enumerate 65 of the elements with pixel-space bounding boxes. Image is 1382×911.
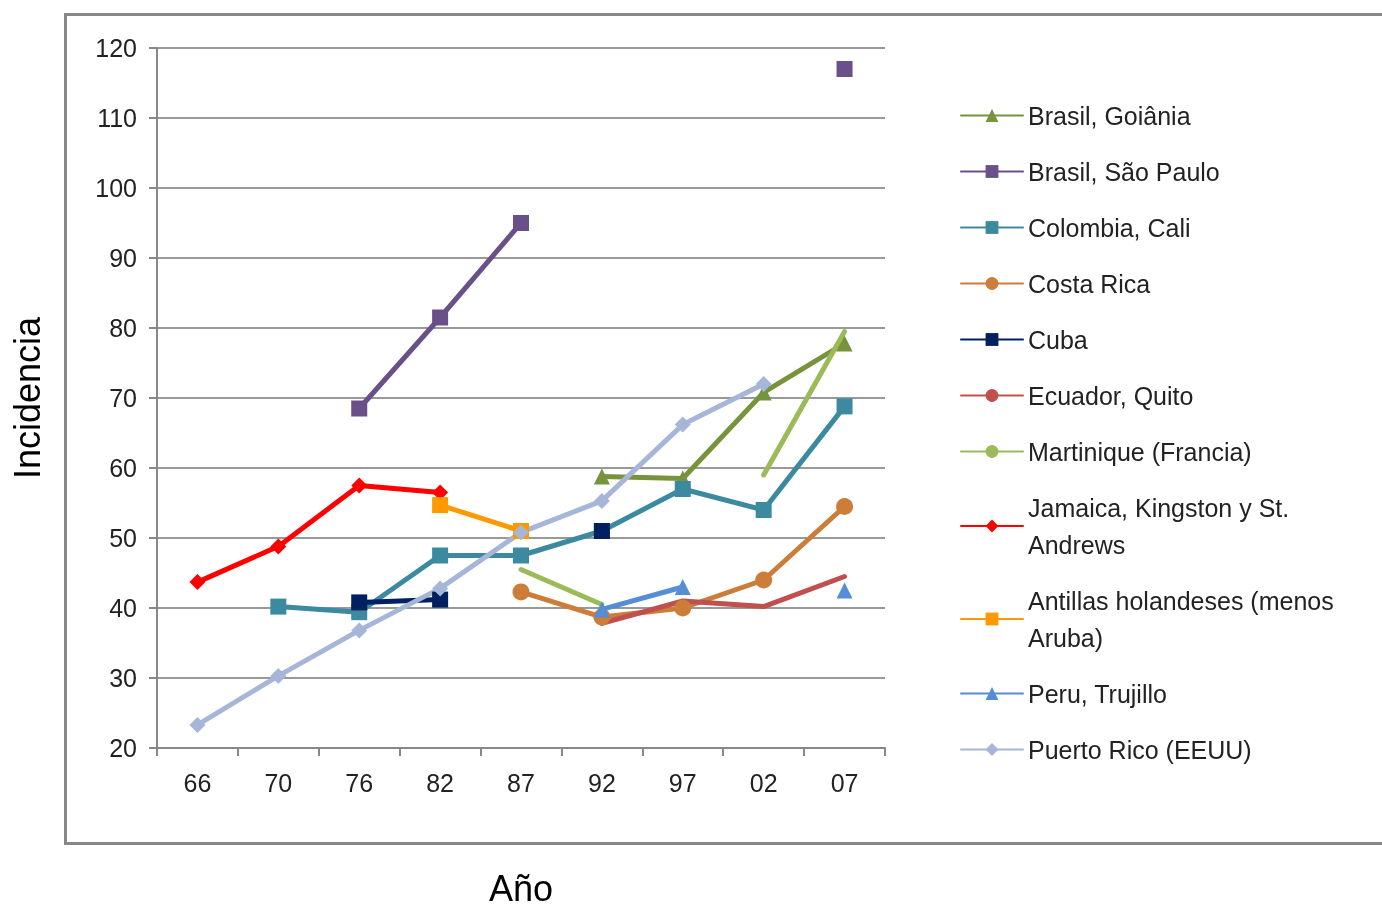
legend-label: Peru, Trujillo <box>1028 679 1167 708</box>
point <box>836 498 854 515</box>
point <box>836 61 853 77</box>
legend-label: Cuba <box>1028 325 1088 354</box>
point <box>674 481 691 497</box>
point <box>270 667 287 684</box>
point <box>593 492 610 509</box>
point <box>270 538 287 555</box>
y-tick-label: 40 <box>109 594 137 622</box>
point <box>593 468 610 485</box>
legend-label: Costa Rica <box>1028 269 1151 298</box>
legend-label: Martinique (Francia) <box>1028 437 1252 466</box>
legend-label: Ecuador, Quito <box>1028 381 1194 410</box>
legend-label: Jamaica, Kingston y St. Andrews <box>1028 493 1297 559</box>
y-tick-label: 90 <box>109 244 137 272</box>
point <box>189 574 206 591</box>
y-tick-label: 60 <box>109 454 137 482</box>
x-tick-label: 76 <box>345 768 374 797</box>
point <box>432 580 449 597</box>
legend-label: Antillas holandeses (menos Aruba) <box>1028 586 1341 652</box>
x-tick-label: 82 <box>426 768 455 797</box>
point <box>513 547 529 564</box>
legend-label: Colombia, Cali <box>1028 213 1191 242</box>
point <box>351 622 368 639</box>
point <box>513 215 529 231</box>
point <box>674 599 692 617</box>
y-tick-label: 50 <box>109 524 137 552</box>
point <box>189 716 206 733</box>
point <box>432 591 449 608</box>
point <box>755 502 772 518</box>
point <box>836 582 853 599</box>
point <box>351 594 368 611</box>
x-tick-label: 87 <box>507 768 535 797</box>
point <box>674 579 691 595</box>
legend-label: Puerto Rico (EEUU) <box>1028 735 1252 764</box>
x-tick-label: 97 <box>668 768 697 797</box>
point <box>351 477 368 494</box>
x-axis-title: Año <box>488 867 554 909</box>
point <box>432 497 449 514</box>
y-tick-label: 110 <box>97 104 137 132</box>
point <box>432 309 449 326</box>
point <box>351 400 368 417</box>
point <box>512 583 530 601</box>
y-tick-label: 70 <box>109 384 137 412</box>
y-axis-title: Incidencia <box>6 315 48 480</box>
point <box>836 335 853 352</box>
y-tick-label: 120 <box>95 34 137 62</box>
x-tick-label: 66 <box>183 768 212 797</box>
point <box>755 376 772 392</box>
y-tick-label: 100 <box>95 174 137 202</box>
legend-label: Brasil, Goiânia <box>1028 101 1191 130</box>
x-tick-label: 92 <box>587 768 616 797</box>
point <box>836 398 853 415</box>
point <box>593 601 610 618</box>
x-tick-label: 07 <box>830 768 859 797</box>
point <box>270 598 287 615</box>
legend-label: Brasil, São Paulo <box>1028 157 1220 186</box>
x-tick-label: 02 <box>749 768 778 797</box>
y-tick-label: 30 <box>109 664 137 692</box>
y-tick-label: 80 <box>109 314 137 342</box>
point <box>755 571 773 589</box>
y-tick-label: 20 <box>109 734 137 762</box>
x-tick-label: 70 <box>264 768 293 797</box>
point <box>674 416 691 433</box>
point <box>432 547 449 564</box>
